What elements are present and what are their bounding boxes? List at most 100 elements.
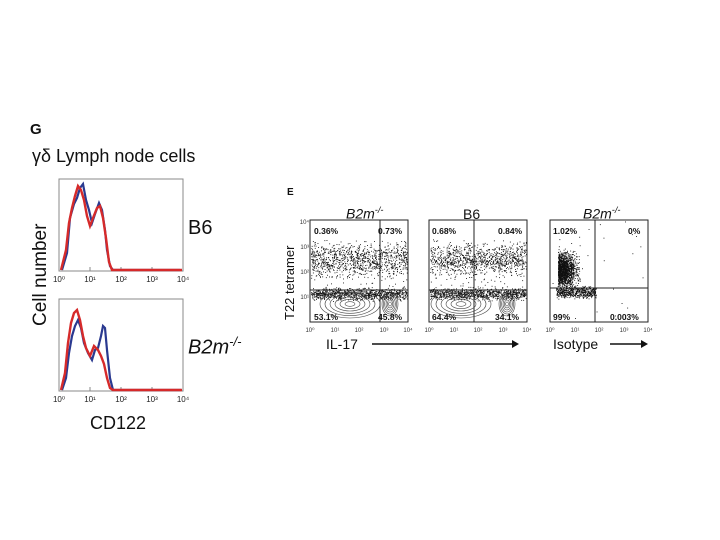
scatter-event <box>504 296 506 298</box>
scatter-event <box>476 291 478 292</box>
scatter-event <box>503 240 504 242</box>
scatter-event <box>380 249 382 251</box>
scatter-event <box>400 299 401 301</box>
scatter-event <box>435 273 437 275</box>
scatter-event <box>483 292 485 294</box>
scatter-event <box>362 269 364 270</box>
scatter-event <box>325 286 327 288</box>
scatter-event <box>464 290 465 292</box>
scatter-event <box>364 287 366 289</box>
scatter-event <box>366 264 368 266</box>
scatter-event <box>313 253 315 255</box>
scatter-event <box>515 293 517 295</box>
scatter-event <box>336 287 338 289</box>
scatter-event <box>397 251 399 253</box>
scatter-event <box>316 255 318 256</box>
scatter-event <box>512 248 514 250</box>
scatter-event <box>460 292 462 294</box>
scatter-event <box>334 251 336 253</box>
scatter-event <box>572 279 574 280</box>
density-contour <box>430 289 492 319</box>
scatter-event <box>563 265 565 267</box>
scatter-event <box>396 291 398 292</box>
scatter-event <box>325 292 326 294</box>
scatter-event <box>476 253 478 255</box>
scatter-event <box>515 256 517 258</box>
scatter-event <box>480 290 482 292</box>
scatter-event <box>447 265 448 267</box>
scatter-event <box>382 272 384 273</box>
scatter-event <box>316 299 317 300</box>
scatter-event <box>381 292 383 294</box>
scatter-event <box>499 261 501 263</box>
scatter-event <box>393 288 395 290</box>
scatter-event <box>468 258 469 260</box>
scatter-event <box>441 267 442 269</box>
scatter-event <box>566 270 568 272</box>
scatter-event <box>363 249 365 251</box>
scatter-event <box>569 255 571 256</box>
scatter-event <box>471 271 473 273</box>
scatter-event <box>558 278 560 280</box>
scatter-event <box>520 260 522 262</box>
scatter-event <box>446 247 448 249</box>
scatter-event <box>361 259 363 261</box>
scatter-event <box>358 289 360 291</box>
scatter-event <box>490 262 491 264</box>
scatter-event <box>512 296 513 298</box>
scatter-event <box>362 262 364 264</box>
scatter-event <box>375 293 376 295</box>
scatter-event <box>323 264 325 266</box>
scatter-event <box>430 248 432 250</box>
scatter-event <box>462 254 463 256</box>
scatter-event <box>569 287 570 288</box>
scatter-event <box>402 292 404 294</box>
scatter-event <box>437 256 439 258</box>
scatter-event <box>399 272 401 274</box>
scatter-event <box>572 254 574 256</box>
scatter-event <box>342 246 344 248</box>
scatter-event <box>312 296 314 298</box>
scatter-event <box>316 295 317 297</box>
scatter-event <box>332 260 334 262</box>
scatter-event <box>447 273 449 275</box>
scatter-event <box>558 279 559 281</box>
scatter-event <box>452 260 454 262</box>
dot-plot-3 <box>549 219 649 323</box>
scatter-event <box>365 295 367 297</box>
scatter-event <box>518 288 519 290</box>
scatter-event <box>435 278 437 279</box>
scatter-event <box>435 249 437 251</box>
scatter-event <box>333 248 335 250</box>
scatter-event <box>334 292 336 294</box>
scatter-event <box>560 273 562 275</box>
scatter-event <box>496 299 498 301</box>
scatter-event <box>320 276 321 278</box>
scatter-event <box>568 267 569 269</box>
scatter-event <box>477 293 479 295</box>
scatter-event <box>366 258 368 259</box>
scatter-event <box>519 290 521 292</box>
scatter-event <box>474 264 476 266</box>
scatter-event <box>500 268 501 270</box>
scatter-event <box>558 285 560 287</box>
scatter-event <box>461 293 463 295</box>
scatter-event <box>329 267 331 269</box>
scatter-event <box>479 261 481 263</box>
scatter-event <box>447 257 448 259</box>
scatter-event <box>355 297 357 299</box>
scatter-event <box>518 263 520 265</box>
scatter-event <box>342 274 344 276</box>
scatter-event <box>568 268 569 270</box>
scatter-event <box>378 271 380 273</box>
scatter-event <box>383 296 385 298</box>
scatter-event <box>571 287 573 289</box>
scatter-event <box>465 294 467 295</box>
scatter-event <box>510 252 512 254</box>
scatter-event <box>464 295 465 297</box>
scatter-event <box>444 265 445 267</box>
scatter-event <box>378 292 380 294</box>
scatter-event <box>456 292 457 294</box>
scatter-event <box>361 297 362 298</box>
scatter-event <box>381 297 383 299</box>
